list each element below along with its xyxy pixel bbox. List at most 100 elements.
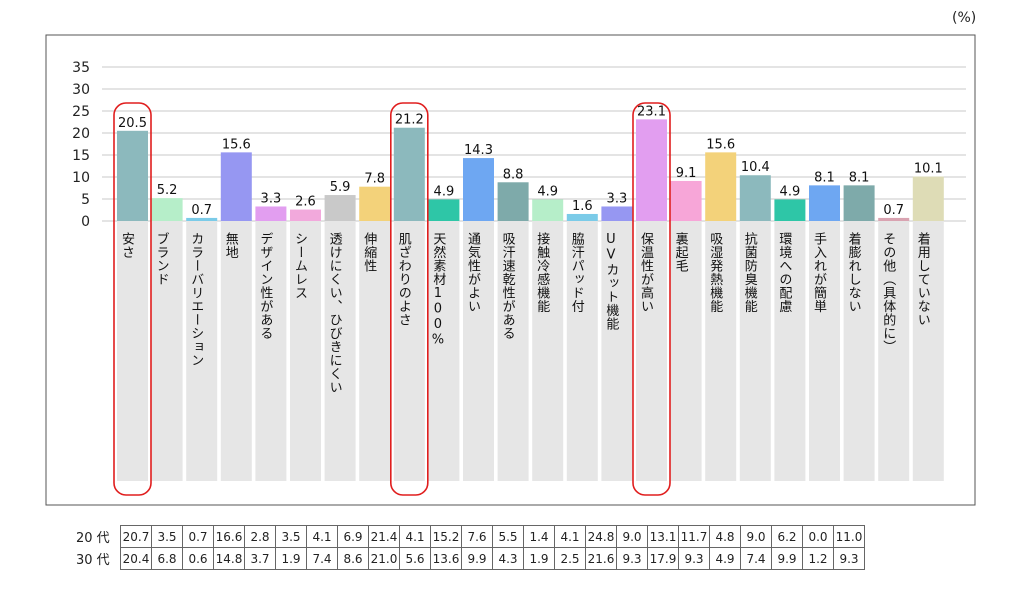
table-cell: 9.0 — [740, 525, 772, 548]
category-band — [809, 221, 840, 481]
table-cell: 5.6 — [399, 547, 431, 570]
bar — [117, 130, 148, 221]
bar — [739, 175, 771, 221]
table-cell: 17.9 — [647, 547, 679, 570]
category-label: 脇汗パッド付 — [569, 232, 585, 313]
data-table: 20 代 20.7 3.5 0.7 16.6 2.8 3.5 4.1 6.9 21.4 4.1 15.… — [76, 525, 865, 570]
bar — [705, 152, 737, 221]
bar — [843, 185, 875, 221]
bar — [497, 182, 529, 221]
data-label: 8.8 — [503, 167, 524, 182]
unit-label: (%) — [952, 10, 977, 26]
table-cell: 3.5 — [151, 525, 183, 548]
category-band — [497, 221, 529, 481]
category-label: 安さ — [119, 232, 135, 259]
category-band — [428, 221, 460, 481]
category-band — [117, 221, 148, 481]
bar — [809, 185, 840, 221]
table-cell: 4.9 — [709, 547, 741, 570]
category-label: デザイン性がある — [257, 232, 273, 340]
bar — [912, 176, 944, 221]
table-cell: 6.8 — [151, 547, 183, 570]
table-cell: 20.7 — [120, 525, 152, 548]
data-label: 15.6 — [706, 137, 735, 152]
bar — [463, 158, 494, 221]
table-cell: 4.1 — [399, 525, 431, 548]
bar — [636, 119, 667, 221]
bar — [670, 180, 702, 221]
category-label: 裏起毛 — [673, 232, 689, 273]
data-label: 23.1 — [637, 104, 666, 119]
bar — [186, 217, 218, 221]
data-label: 7.8 — [364, 172, 385, 187]
category-band — [601, 221, 633, 481]
table-cell: 9.9 — [461, 547, 493, 570]
category-label: ブランド — [154, 231, 169, 286]
category-label: 吸湿発熱機能 — [707, 232, 723, 313]
highlight-box — [389, 102, 429, 496]
y-tick-label: 0 — [81, 214, 90, 230]
category-label: 無地 — [223, 232, 239, 259]
table-cell: 2.5 — [554, 547, 586, 570]
table-cell: 8.6 — [337, 547, 369, 570]
category-label: シームレス — [292, 232, 307, 300]
data-label: 4.9 — [780, 184, 801, 199]
table-cell: 4.1 — [554, 525, 586, 548]
table-cell: 1.9 — [523, 547, 555, 570]
y-tick-label: 15 — [72, 148, 90, 164]
row-label: 30 代 — [76, 553, 110, 568]
bar — [532, 199, 564, 221]
table-cell: 6.2 — [771, 525, 803, 548]
category-band — [151, 221, 183, 481]
category-band — [186, 221, 218, 481]
table-cell: 7.6 — [461, 525, 493, 548]
category-band — [255, 221, 287, 481]
category-band — [843, 221, 875, 481]
data-label: 20.5 — [118, 116, 147, 131]
category-label: 伸縮性 — [361, 232, 377, 273]
plot-frame — [45, 34, 976, 506]
category-label: 着膨れしない — [846, 231, 862, 313]
data-label: 4.9 — [434, 184, 455, 199]
table-cell: 2.8 — [244, 525, 276, 548]
category-band — [463, 221, 494, 481]
table-cell: 1.9 — [275, 547, 307, 570]
data-label: 0.7 — [191, 203, 212, 218]
category-band — [359, 221, 391, 481]
highlight-box — [113, 102, 152, 496]
data-label: 9.1 — [676, 166, 697, 181]
table-cell: 7.4 — [740, 547, 772, 570]
bar — [324, 195, 356, 221]
table-cell: 3.7 — [244, 547, 276, 570]
bar — [878, 217, 910, 221]
table-cell: 11.7 — [678, 525, 710, 548]
category-label: 手入れが簡単 — [811, 232, 827, 313]
category-label: 通気性がよい — [465, 232, 481, 313]
table-cell: 0.0 — [802, 525, 834, 548]
table-cell: 24.8 — [585, 525, 617, 548]
bar — [428, 199, 460, 221]
category-band — [324, 221, 356, 481]
category-band — [393, 221, 425, 481]
table-cell: 11.0 — [833, 525, 865, 548]
row-label: 20 代 — [76, 531, 110, 546]
table-cell: 16.6 — [213, 525, 245, 548]
table-row: 20 代 20.7 3.5 0.7 16.6 2.8 3.5 4.1 6.9 21.4 4.1 15.… — [76, 525, 865, 548]
data-label: 10.4 — [741, 160, 770, 175]
category-band — [705, 221, 737, 481]
y-tick-label: 30 — [72, 82, 90, 98]
category-band — [290, 221, 321, 481]
category-label: 保温性が高い — [638, 232, 654, 313]
category-label: その他（具体的に） — [880, 232, 896, 354]
data-label: 5.9 — [330, 180, 351, 195]
category-label: 透けにくい、ひびきにくい — [327, 232, 343, 394]
table-cell: 9.3 — [678, 547, 710, 570]
data-label: 4.9 — [537, 184, 558, 199]
table-cell: 9.3 — [833, 547, 865, 570]
data-label: 1.6 — [572, 199, 593, 214]
bar — [255, 206, 287, 221]
data-label: 10.1 — [914, 162, 943, 177]
table-cell: 9.3 — [616, 547, 648, 570]
table-cell: 14.8 — [213, 547, 245, 570]
table-cell: 4.1 — [306, 525, 338, 548]
